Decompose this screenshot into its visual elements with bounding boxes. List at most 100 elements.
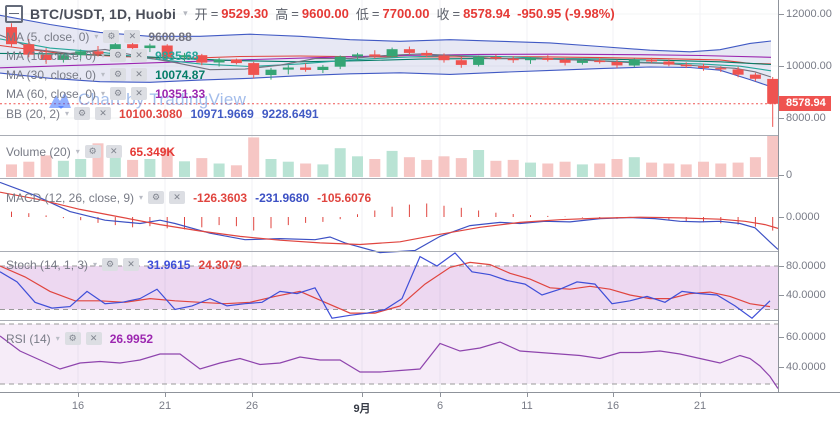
close-icon[interactable]: ✕ xyxy=(131,87,148,100)
legend-volume: Volume (20) ▾ ⚙ ✕ 65.349K xyxy=(6,144,175,159)
symbol-title[interactable]: BTC/USDT, 1D, Huobi xyxy=(30,5,177,22)
settings-icon[interactable]: ⚙ xyxy=(103,30,120,43)
tradingview-logo-icon xyxy=(49,92,71,109)
time-axis-tick xyxy=(78,393,79,397)
ohlc-close: 收 = 8578.94 xyxy=(437,4,511,23)
time-axis-label: 16 xyxy=(606,400,620,412)
low-label: 低 xyxy=(355,7,369,22)
symbol-menu-caret-icon[interactable]: ▾ xyxy=(183,8,188,18)
close-icon[interactable]: ✕ xyxy=(131,68,148,81)
chevron-down-icon[interactable]: ▾ xyxy=(101,89,106,98)
equals: = xyxy=(371,6,380,21)
time-axis-label: 16 xyxy=(71,400,85,412)
legend-stoch: Stoch (14, 1, 3) ▾ ⚙ ✕ 31.9615 24.3079 xyxy=(6,257,242,272)
equals: = xyxy=(452,6,461,21)
settings-icon[interactable]: ⚙ xyxy=(84,145,101,158)
price-axis-label: 40.0000 xyxy=(779,361,826,373)
legend-ma30-label[interactable]: MA (30, close, 0) xyxy=(6,67,97,82)
chevron-down-icon[interactable]: ▾ xyxy=(94,32,99,41)
settings-icon[interactable]: ⚙ xyxy=(64,332,81,345)
pane-separator[interactable] xyxy=(0,251,840,252)
legend-macd-signal: -105.6076 xyxy=(317,190,372,205)
legend-ma5-label[interactable]: MA (5, close, 0) xyxy=(6,29,90,44)
pane-separator[interactable] xyxy=(0,178,840,179)
price-axis-label: 10000.00 xyxy=(779,60,832,72)
chevron-down-icon[interactable]: ▾ xyxy=(101,51,106,60)
time-axis[interactable]: 16 21 26 9月 6 11 16 21 xyxy=(0,392,840,422)
close-icon[interactable]: ✕ xyxy=(131,49,148,62)
legend-bb-label[interactable]: BB (20, 2) xyxy=(6,106,61,121)
open-value: 9529.30 xyxy=(221,6,269,21)
legend-ma10: MA (10, close, 0) ▾ ⚙ ✕ 9835.68 xyxy=(6,48,198,63)
chart-canvas[interactable] xyxy=(0,0,778,392)
change-value: -950.95 (-9.98%) xyxy=(517,6,615,21)
pane-separator[interactable] xyxy=(0,135,840,136)
time-axis-tick xyxy=(700,393,701,397)
collapse-panel-icon[interactable]: — xyxy=(5,4,23,23)
legend-ma60: MA (60, close, 0) ▾ ⚙ ✕ 10351.33 xyxy=(6,86,205,101)
legend-rsi-label[interactable]: RSI (14) xyxy=(6,331,51,346)
settings-icon[interactable]: ⚙ xyxy=(148,191,165,204)
close-icon[interactable]: ✕ xyxy=(105,145,122,158)
time-axis-tick xyxy=(613,393,614,397)
open-label: 开 xyxy=(194,7,208,22)
price-axis-label: 40.0000 xyxy=(779,289,826,301)
legend-ma10-label[interactable]: MA (10, close, 0) xyxy=(6,48,97,63)
settings-icon[interactable]: ⚙ xyxy=(110,49,127,62)
close-icon[interactable]: ✕ xyxy=(85,332,102,345)
settings-icon[interactable]: ⚙ xyxy=(110,68,127,81)
legend-ma60-label[interactable]: MA (60, close, 0) xyxy=(6,86,97,101)
time-axis-label: 26 xyxy=(245,400,259,412)
legend-bb-upper: 10971.9669 xyxy=(190,106,254,121)
close-icon[interactable]: ✕ xyxy=(95,107,112,120)
close-icon[interactable]: ✕ xyxy=(169,191,186,204)
legend-macd-label[interactable]: MACD (12, 26, close, 9) xyxy=(6,190,135,205)
legend-macd: MACD (12, 26, close, 9) ▾ ⚙ ✕ -126.3603 … xyxy=(6,190,371,205)
chevron-down-icon[interactable]: ▾ xyxy=(101,70,106,79)
legend-bb-lower: 9228.6491 xyxy=(261,106,319,121)
pane-separator[interactable] xyxy=(0,320,840,321)
legend-macd-hist: -126.3603 xyxy=(193,190,248,205)
legend-stoch-label[interactable]: Stoch (14, 1, 3) xyxy=(6,257,89,272)
high-value: 9600.00 xyxy=(301,6,349,21)
equals: = xyxy=(291,6,299,21)
price-axis-label: 60.0000 xyxy=(779,331,826,343)
close-icon[interactable]: ✕ xyxy=(124,30,141,43)
chevron-down-icon[interactable]: ▾ xyxy=(55,334,60,343)
price-axis-label: 12000.00 xyxy=(779,8,832,20)
legend-stoch-d: 24.3079 xyxy=(198,257,242,272)
legend-rsi-value: 26.9952 xyxy=(109,331,154,346)
time-axis-tick xyxy=(252,393,253,397)
settings-icon[interactable]: ⚙ xyxy=(74,107,91,120)
chevron-down-icon[interactable]: ▾ xyxy=(75,147,80,156)
settings-icon[interactable]: ⚙ xyxy=(102,258,119,271)
chevron-down-icon[interactable]: ▾ xyxy=(139,193,144,202)
time-axis-tick xyxy=(165,393,166,397)
time-axis-label: 11 xyxy=(521,400,533,412)
legend-ma10-value: 9835.68 xyxy=(155,48,199,63)
legend-ma60-value: 10351.33 xyxy=(155,86,206,101)
time-axis-label: 21 xyxy=(693,400,707,412)
price-axis-label: 0 xyxy=(778,169,793,181)
time-axis-tick xyxy=(440,393,441,397)
legend-volume-label[interactable]: Volume (20) xyxy=(6,144,71,159)
legend-macd-line: -231.9680 xyxy=(255,190,310,205)
legend-bb-basis: 10100.3080 xyxy=(119,106,183,121)
price-axis-label: 0.0000 xyxy=(779,211,820,223)
chevron-down-icon[interactable]: ▾ xyxy=(93,260,98,269)
close-icon[interactable]: ✕ xyxy=(123,258,140,271)
chevron-down-icon[interactable]: ▾ xyxy=(65,109,70,118)
legend-ma30: MA (30, close, 0) ▾ ⚙ ✕ 10074.87 xyxy=(6,67,205,82)
close-value: 8578.94 xyxy=(463,6,511,21)
legend-stoch-k: 31.9615 xyxy=(147,257,191,272)
close-label: 收 xyxy=(436,7,450,22)
legend-rsi: RSI (14) ▾ ⚙ ✕ 26.9952 xyxy=(6,331,153,346)
time-axis-label: 6 xyxy=(436,400,444,412)
ohlc-open: 开 = 9529.30 xyxy=(195,4,269,23)
price-axis[interactable]: 12000.00 10000.00 8000.00 0 0.0000 80.0000 40.… xyxy=(778,0,840,392)
last-price-label: 8578.94 xyxy=(779,96,831,111)
settings-icon[interactable]: ⚙ xyxy=(110,87,127,100)
price-axis-label: 80.0000 xyxy=(779,260,826,272)
legend-ma5: MA (5, close, 0) ▾ ⚙ ✕ 9600.88 xyxy=(6,29,192,44)
